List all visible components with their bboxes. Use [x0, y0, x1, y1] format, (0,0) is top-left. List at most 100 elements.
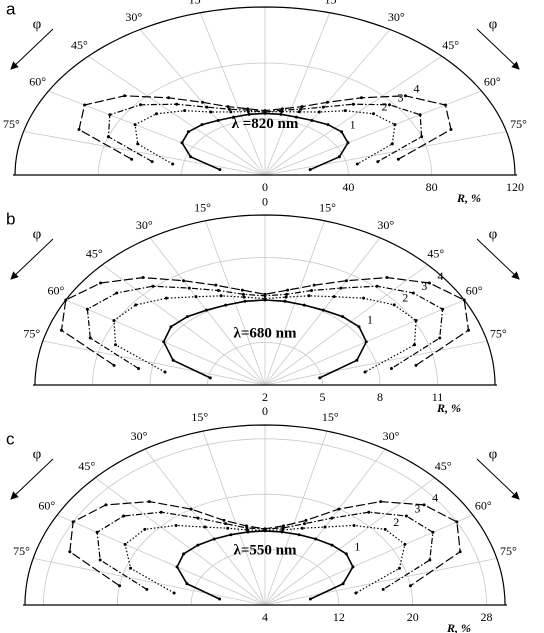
- curve-point: [214, 283, 218, 287]
- curve-point: [98, 558, 102, 562]
- curve-point: [224, 522, 228, 526]
- curve-point: [164, 296, 168, 300]
- curve-point: [455, 520, 459, 524]
- theta-tick-label: 15°: [322, 410, 339, 424]
- curve-label: 1: [350, 118, 356, 132]
- curve-point: [167, 96, 171, 100]
- theta-tick-label: 60°: [29, 75, 46, 89]
- curve-point: [332, 295, 336, 299]
- curve-point: [229, 533, 233, 537]
- curve-point: [145, 587, 149, 591]
- wavelength-label: λ=680 nm: [233, 325, 297, 341]
- curve-point: [129, 566, 133, 570]
- curve-point: [344, 552, 348, 556]
- curve-point: [115, 291, 119, 295]
- curve-point: [299, 107, 303, 111]
- curve-point: [321, 105, 325, 109]
- theta-tick-label: 15°: [189, 0, 206, 6]
- curve-point: [339, 286, 343, 290]
- curve-label: 2: [402, 291, 408, 305]
- arrow: [10, 458, 54, 500]
- grid-spoke: [264, 430, 328, 606]
- curve-label: 1: [367, 312, 373, 326]
- theta-tick-label: 75°: [13, 544, 30, 558]
- curve-point: [232, 115, 236, 119]
- curve-point: [357, 325, 361, 329]
- grid-spoke: [88, 55, 266, 176]
- curve-point: [189, 155, 193, 159]
- grid-spoke: [65, 299, 266, 386]
- curve-point: [403, 94, 407, 98]
- curve-point: [351, 565, 355, 569]
- curve-point: [171, 358, 175, 362]
- grid-spoke: [33, 558, 266, 606]
- curve-point: [242, 295, 246, 299]
- curve-point: [205, 105, 209, 109]
- grid-spoke: [264, 131, 507, 176]
- theta-tick-label: 30°: [383, 429, 400, 443]
- curve: [113, 295, 417, 373]
- curve-point: [308, 597, 312, 601]
- r-tick-label: 28: [481, 610, 493, 624]
- curve-point: [212, 537, 216, 541]
- curve-label: 3: [421, 279, 427, 293]
- curve-point: [337, 507, 341, 511]
- curve-point: [172, 591, 176, 595]
- polar-frame: [14, 6, 516, 176]
- curve-point: [314, 537, 318, 541]
- curve-point: [187, 286, 191, 290]
- curve-point: [226, 105, 230, 109]
- curve-point: [317, 110, 321, 114]
- grid-spoke: [56, 514, 266, 606]
- grid-spoke: [264, 264, 428, 386]
- curve-point: [130, 157, 134, 161]
- panel-label: b: [6, 209, 15, 228]
- r-tick-label: 0: [262, 180, 268, 194]
- curve-point: [108, 113, 112, 117]
- curve-point: [183, 109, 187, 113]
- curve-point: [383, 527, 387, 531]
- curve-point: [139, 103, 143, 107]
- curve-point: [411, 291, 415, 295]
- curve-point: [379, 500, 383, 504]
- phi-label: φ: [33, 446, 42, 462]
- curve-point: [352, 523, 356, 527]
- curve-point: [185, 315, 189, 319]
- curve-point: [134, 303, 138, 307]
- curve-point: [428, 558, 432, 562]
- curve-label: 4: [432, 491, 438, 505]
- curve-point: [285, 292, 289, 296]
- curve-point: [141, 276, 145, 280]
- axis-label: R, %: [456, 191, 481, 205]
- curve-point: [147, 500, 151, 504]
- curve-label: 4: [437, 269, 443, 283]
- theta-tick-label: 30°: [125, 10, 142, 24]
- curve-point: [189, 507, 193, 511]
- curve-point: [123, 542, 127, 546]
- arrow: [10, 28, 54, 70]
- curve-point: [218, 168, 222, 172]
- theta-tick-label: 45°: [442, 38, 459, 52]
- grid-spoke: [199, 12, 266, 176]
- curve-point: [321, 308, 325, 312]
- curve-point: [99, 281, 103, 285]
- curve-point: [326, 100, 329, 104]
- curve-point: [393, 123, 397, 127]
- grid-spoke: [264, 340, 488, 386]
- theta-tick-label: 75°: [500, 544, 517, 558]
- curve-point: [244, 524, 248, 528]
- curve-point: [219, 294, 223, 298]
- curve-point: [414, 319, 418, 323]
- curve-point: [208, 376, 212, 380]
- grid-spoke: [42, 340, 266, 386]
- theta-tick-label: 30°: [388, 10, 405, 24]
- curve-point: [326, 123, 330, 127]
- phi-label: φ: [33, 16, 42, 32]
- curve-point: [390, 142, 394, 146]
- curve-point: [106, 135, 110, 139]
- curve-point: [389, 367, 393, 371]
- curve-label: 1: [354, 540, 360, 554]
- theta-tick-label: 60°: [38, 498, 55, 512]
- curve-point: [136, 142, 140, 146]
- phi-label: φ: [33, 226, 42, 242]
